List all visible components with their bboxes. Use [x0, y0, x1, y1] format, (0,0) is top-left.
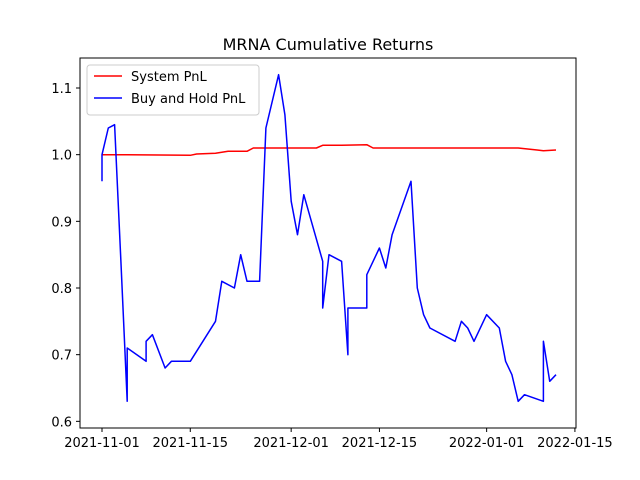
- x-tick-label: 2021-11-15: [152, 436, 228, 451]
- x-tick-label: 2021-12-15: [342, 436, 418, 451]
- y-axis: 0.6 0.7 0.8 0.9 1.0 1.1: [51, 82, 80, 430]
- legend-label-buy-and-hold-pnl: Buy and Hold PnL: [131, 92, 246, 107]
- x-axis: 2021-11-01 2021-11-15 2021-12-01 2021-12-15…: [64, 428, 613, 451]
- series-line-buy-and-hold-pnl: [101, 73, 557, 403]
- x-tick-label: 2022-01-15: [537, 436, 613, 451]
- y-tick-label: 0.8: [51, 282, 72, 297]
- plot-frame: [79, 57, 577, 429]
- chart-title: MRNA Cumulative Returns: [223, 35, 434, 54]
- x-tick-label: 2021-12-01: [253, 436, 329, 451]
- plot-area: [101, 73, 557, 403]
- y-tick-label: 0.7: [51, 349, 72, 364]
- y-tick-label: 1.0: [51, 149, 72, 164]
- legend: System PnL Buy and Hold PnL: [86, 64, 260, 116]
- y-tick-label: 0.6: [51, 415, 72, 430]
- legend-box: [86, 64, 260, 116]
- x-tick-label: 2022-01-01: [449, 436, 525, 451]
- x-tick-label: 2021-11-01: [64, 436, 140, 451]
- series-line-system-pnl: [102, 143, 557, 157]
- y-tick-label: 0.9: [51, 215, 72, 230]
- y-tick-label: 1.1: [51, 82, 72, 97]
- legend-label-system-pnl: System PnL: [131, 70, 207, 85]
